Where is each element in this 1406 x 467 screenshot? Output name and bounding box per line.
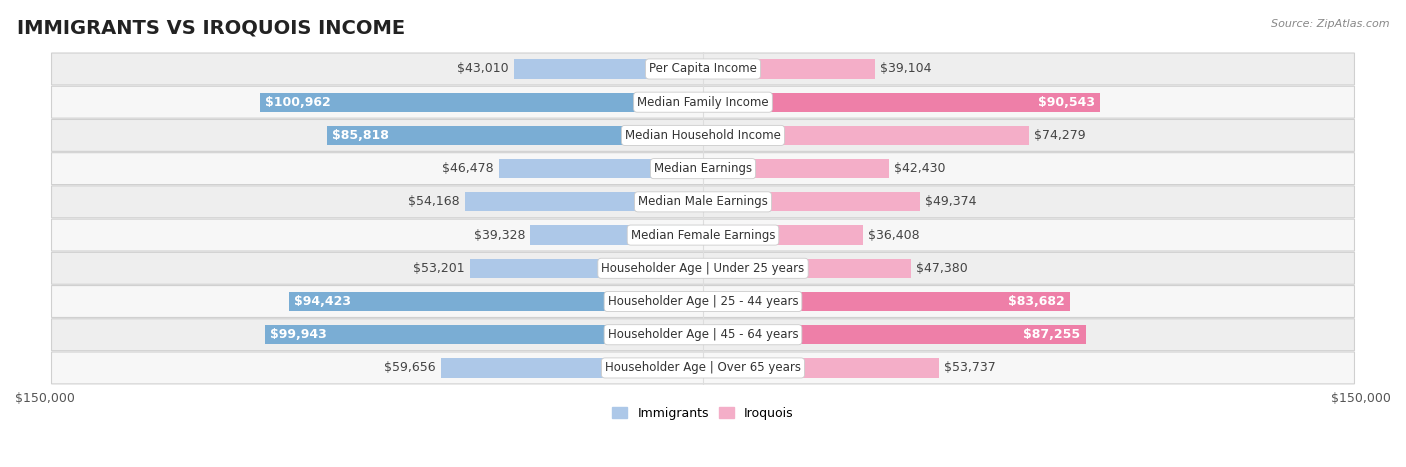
Bar	[530, 226, 703, 245]
Text: Householder Age | Under 25 years: Householder Age | Under 25 years	[602, 262, 804, 275]
Bar	[260, 92, 703, 112]
Bar	[703, 358, 939, 378]
Bar	[703, 126, 1029, 145]
Text: $74,279: $74,279	[1035, 129, 1085, 142]
Text: $99,943: $99,943	[270, 328, 326, 341]
Bar	[703, 192, 920, 212]
Bar	[703, 59, 875, 78]
FancyBboxPatch shape	[52, 53, 1354, 85]
Text: $94,423: $94,423	[294, 295, 352, 308]
Text: $54,168: $54,168	[409, 195, 460, 208]
Legend: Immigrants, Iroquois: Immigrants, Iroquois	[607, 402, 799, 425]
Text: $39,104: $39,104	[880, 63, 931, 76]
Text: $46,478: $46,478	[443, 162, 494, 175]
Text: Householder Age | 25 - 44 years: Householder Age | 25 - 44 years	[607, 295, 799, 308]
Bar	[465, 192, 703, 212]
Text: $85,818: $85,818	[332, 129, 388, 142]
Text: $59,656: $59,656	[384, 361, 436, 375]
Text: $53,201: $53,201	[413, 262, 464, 275]
Bar	[703, 92, 1101, 112]
Bar	[703, 226, 863, 245]
Text: Source: ZipAtlas.com: Source: ZipAtlas.com	[1271, 19, 1389, 28]
Text: $39,328: $39,328	[474, 228, 526, 241]
Text: Householder Age | Over 65 years: Householder Age | Over 65 years	[605, 361, 801, 375]
Bar	[703, 325, 1085, 344]
FancyBboxPatch shape	[52, 86, 1354, 118]
Text: Median Family Income: Median Family Income	[637, 96, 769, 109]
FancyBboxPatch shape	[52, 252, 1354, 284]
Text: $36,408: $36,408	[868, 228, 920, 241]
Bar	[264, 325, 703, 344]
Text: Median Female Earnings: Median Female Earnings	[631, 228, 775, 241]
Text: $100,962: $100,962	[266, 96, 330, 109]
FancyBboxPatch shape	[52, 120, 1354, 151]
Text: $83,682: $83,682	[1008, 295, 1064, 308]
Bar	[288, 292, 703, 311]
Text: Householder Age | 45 - 64 years: Householder Age | 45 - 64 years	[607, 328, 799, 341]
Text: $49,374: $49,374	[925, 195, 976, 208]
Bar	[441, 358, 703, 378]
FancyBboxPatch shape	[52, 219, 1354, 251]
Text: Median Male Earnings: Median Male Earnings	[638, 195, 768, 208]
Text: $42,430: $42,430	[894, 162, 946, 175]
Text: $43,010: $43,010	[457, 63, 509, 76]
FancyBboxPatch shape	[52, 352, 1354, 384]
FancyBboxPatch shape	[52, 319, 1354, 351]
Text: $87,255: $87,255	[1024, 328, 1081, 341]
FancyBboxPatch shape	[52, 186, 1354, 218]
Bar	[470, 259, 703, 278]
Bar	[703, 259, 911, 278]
Bar	[703, 292, 1070, 311]
Text: $47,380: $47,380	[917, 262, 967, 275]
Text: Median Household Income: Median Household Income	[626, 129, 780, 142]
Bar	[703, 159, 889, 178]
Text: $53,737: $53,737	[943, 361, 995, 375]
Bar	[499, 159, 703, 178]
Bar	[326, 126, 703, 145]
Text: IMMIGRANTS VS IROQUOIS INCOME: IMMIGRANTS VS IROQUOIS INCOME	[17, 19, 405, 38]
Text: Per Capita Income: Per Capita Income	[650, 63, 756, 76]
Text: $90,543: $90,543	[1038, 96, 1095, 109]
Text: Median Earnings: Median Earnings	[654, 162, 752, 175]
FancyBboxPatch shape	[52, 285, 1354, 318]
Bar	[515, 59, 703, 78]
FancyBboxPatch shape	[52, 153, 1354, 184]
